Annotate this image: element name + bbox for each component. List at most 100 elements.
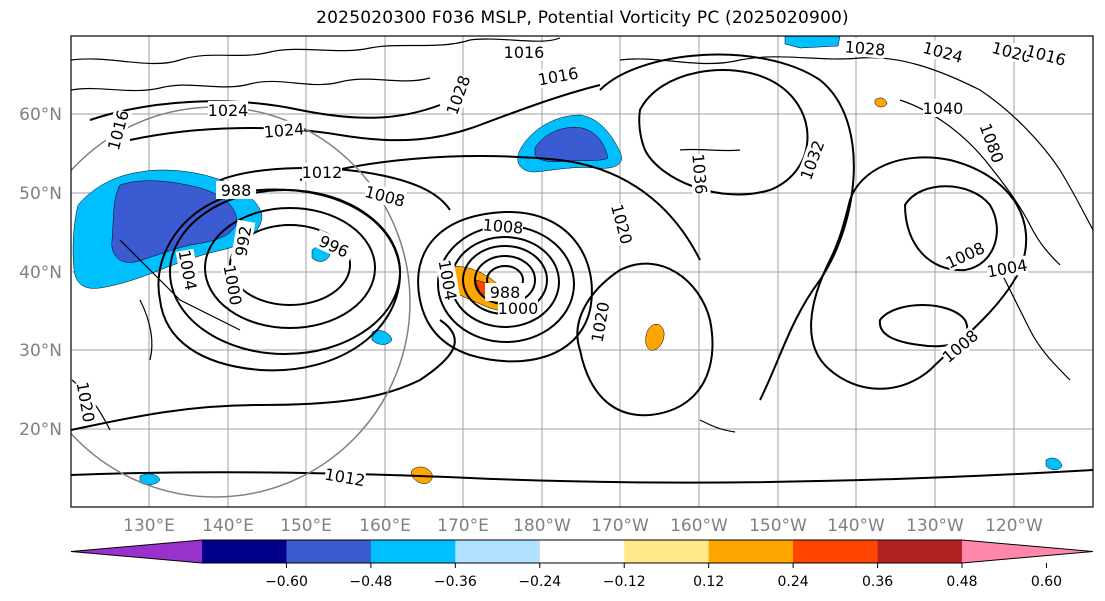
colorbar-segment	[877, 540, 963, 563]
isobar-label-background	[482, 215, 524, 237]
colorbar-tick-label: −0.36	[434, 574, 477, 590]
lon-label: 130°E	[123, 516, 175, 536]
isobar-label-background	[363, 182, 407, 210]
lat-label: 20°N	[19, 420, 62, 440]
colorbar-segment	[370, 540, 456, 563]
isobar-label-background	[985, 255, 1029, 281]
isobar-label-text: 1016	[504, 43, 545, 62]
lat-label: 50°N	[19, 184, 62, 204]
isobar-label-background	[608, 202, 636, 246]
isobar-label-background	[990, 38, 1034, 66]
colorbar-tick-label: −0.12	[603, 574, 646, 590]
isobar-label-background	[435, 258, 461, 302]
isobar-label-background	[263, 119, 305, 141]
isobar-label-background	[1024, 41, 1068, 69]
isobar-label: 1036	[688, 153, 710, 195]
isobar-label: 1012	[323, 465, 366, 491]
isobar-label-background	[323, 464, 367, 490]
isobar-label: 1000	[498, 299, 539, 318]
isobar-label-background	[302, 163, 342, 181]
isobar-label-background	[230, 219, 256, 263]
colorbar-extend-max	[962, 540, 1093, 563]
longitude-labels: 130°E 140°E 150°E 160°E 170°E 180°W 170°W 160°W…	[123, 516, 1043, 536]
isobar-label-background	[943, 238, 987, 272]
isobar-label: 988	[216, 181, 256, 200]
isobar-label-background	[921, 38, 965, 66]
lon-label: 150°W	[749, 516, 807, 536]
isobar-label: 1024	[208, 101, 249, 120]
isobar-label-text: 988	[221, 181, 252, 200]
colorbar-tick-label: 0.48	[946, 574, 977, 590]
lat-label: 40°N	[19, 263, 62, 283]
colorbar-segment	[539, 540, 625, 563]
colorbar-tick-label: 0.24	[778, 574, 809, 590]
colorbar-tick-label: −0.24	[518, 574, 561, 590]
colorbar-segment	[624, 540, 710, 563]
isobar-label-text: 1040	[923, 99, 964, 118]
isobar-label: 1024	[263, 119, 305, 141]
lon-label: 160°W	[670, 516, 728, 536]
isobar-label: 1028	[844, 37, 886, 59]
isobar-label: 1008	[482, 215, 524, 237]
lon-label: 170°E	[437, 516, 489, 536]
colorbar-segment	[793, 540, 879, 563]
lat-label: 60°N	[19, 105, 62, 125]
isobars	[71, 53, 1093, 484]
pv-blob-1	[645, 324, 665, 351]
isobar-label-text: 1036	[688, 153, 710, 195]
isobar-label-background	[689, 153, 711, 195]
isobar-label-background	[442, 73, 474, 117]
isobar-label-background	[796, 138, 828, 182]
isobar-label-background	[312, 229, 356, 263]
colorbar-tick-label: −0.48	[349, 574, 392, 590]
pv-region-gulf	[784, 36, 841, 49]
pv-shading	[72, 36, 1063, 485]
isobar-label-background	[220, 263, 246, 307]
isobar-label-text: 1024	[208, 101, 249, 120]
latitude-labels: 60°N 50°N 40°N 30°N 20°N	[19, 105, 62, 440]
isobar-label-background	[104, 108, 132, 152]
pv-blob-6	[1045, 457, 1063, 470]
lon-label: 140°W	[827, 516, 885, 536]
isobar-label: 1012	[302, 163, 343, 182]
isobar-label-background	[536, 63, 580, 89]
pv-blob-3	[371, 330, 393, 345]
isobar-label: 988	[485, 283, 525, 302]
colorbar-segment	[286, 540, 372, 563]
isobar-label-text: 1008	[482, 215, 524, 237]
lon-label: 170°W	[591, 516, 649, 536]
figure-title: 2025020300 F036 MSLP, Potential Vorticit…	[316, 8, 849, 28]
isobar-label-background	[923, 99, 963, 117]
colorbar-tick-label: 0.60	[1031, 574, 1062, 590]
colorbar-segment	[455, 540, 541, 563]
lon-label: 120°W	[985, 516, 1043, 536]
isobar-label-background	[208, 101, 248, 119]
isobar-label-text: 1028	[844, 37, 886, 59]
lon-label: 180°W	[513, 516, 571, 536]
colorbar: −0.60 −0.48 −0.36 −0.24 −0.12 0.12 0.24 0.36 0.4…	[70, 539, 1094, 590]
isobar-label-background	[844, 37, 886, 59]
pv-region-bering-core	[534, 127, 609, 162]
isobar-label-background	[73, 380, 99, 424]
lat-label: 30°N	[19, 341, 62, 361]
isobar-label-background	[938, 326, 982, 366]
isobar-label-background	[498, 299, 538, 317]
map-frame	[70, 35, 1094, 508]
isobar-label: 1040	[923, 99, 964, 118]
colorbar-segment	[202, 540, 287, 563]
lon-label: 150°E	[280, 516, 332, 536]
pv-region-asia-core	[111, 180, 237, 263]
isobar-label-text: 1024	[263, 119, 305, 141]
colorbar-tick-label: −0.60	[265, 574, 308, 590]
lon-label: 130°W	[906, 516, 964, 536]
colorbar-tick-label: 0.12	[693, 574, 724, 590]
isobar-label-background	[485, 283, 525, 301]
isobar-label-background	[976, 121, 1008, 165]
isobar-label: 1016	[104, 108, 133, 152]
isobar-label-background	[587, 300, 613, 344]
isobar-label-text: 1012	[302, 163, 343, 182]
isobar-label-text: 1000	[498, 299, 539, 318]
colorbar-extend-min	[71, 540, 202, 563]
colorbar-segment	[708, 540, 794, 563]
